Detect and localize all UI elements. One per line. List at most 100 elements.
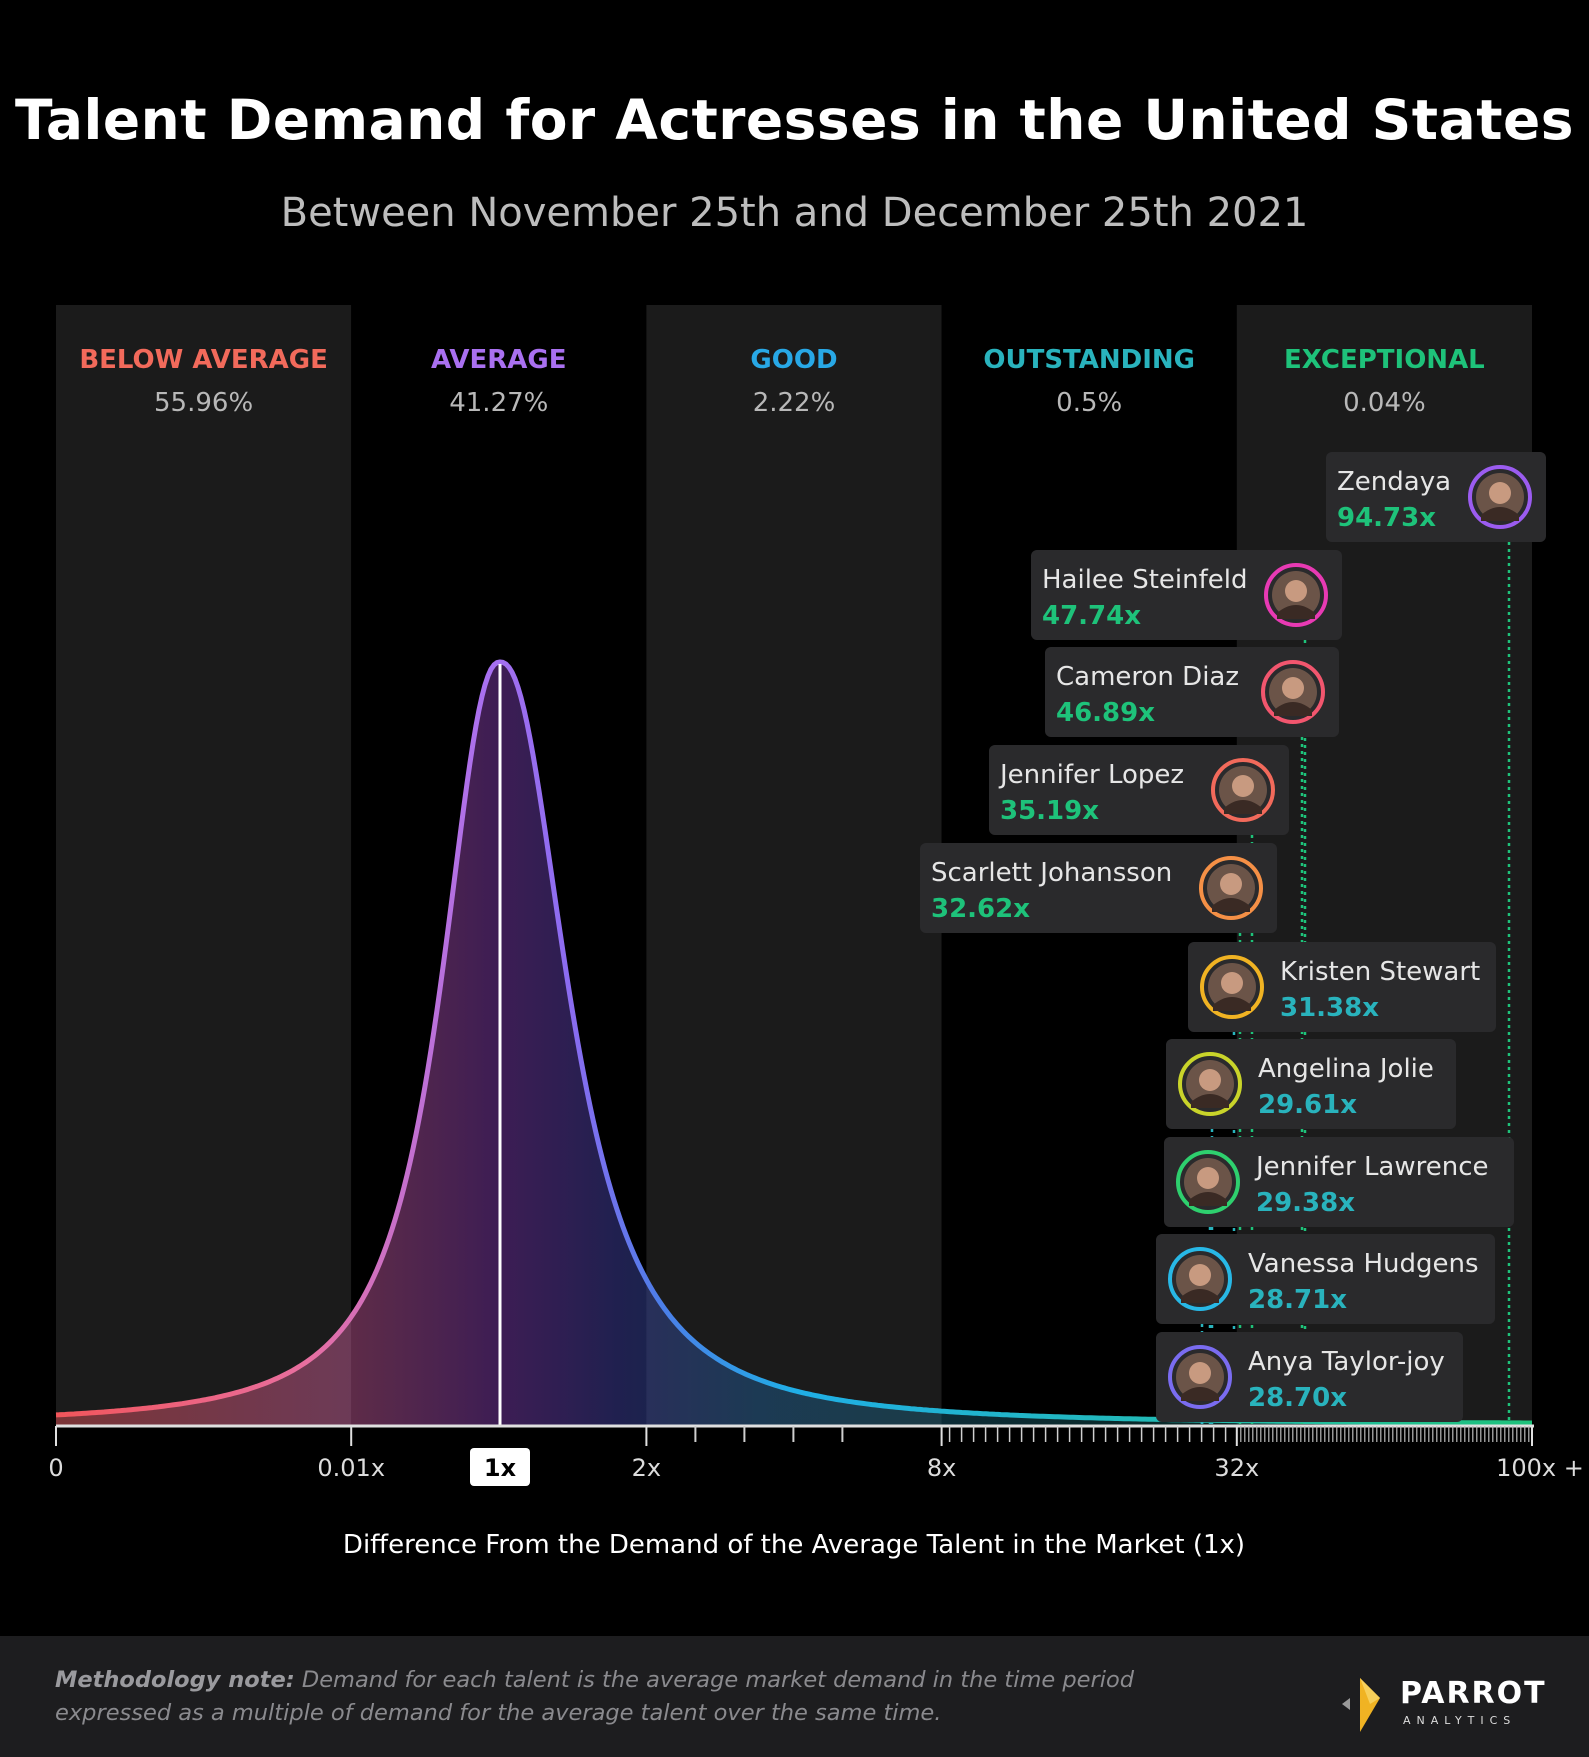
talent-name: Scarlett Johansson — [931, 858, 1172, 888]
talent-name: Vanessa Hudgens — [1248, 1249, 1479, 1279]
x-tick-label: 8x — [927, 1454, 956, 1482]
logo-subtext: ANALYTICS — [1403, 1714, 1517, 1727]
x-tick-label: 0 — [48, 1454, 63, 1482]
avatar-shoulders — [1181, 1387, 1219, 1401]
x-tick-label: 32x — [1214, 1454, 1259, 1482]
avatar-face — [1489, 482, 1511, 504]
chart-title: Talent Demand for Actresses in the Unite… — [14, 88, 1575, 152]
talent-card-anya-taylor-joy: Anya Taylor-joy 28.70x — [1156, 1332, 1463, 1422]
methodology-note: Methodology note: Demand for each talent… — [55, 1664, 1255, 1730]
band-share-below-average: 55.96% — [154, 388, 253, 418]
band-label-exceptional: EXCEPTIONAL — [1284, 345, 1485, 375]
talent-name: Jennifer Lopez — [998, 760, 1184, 790]
avatar-angelina-jolie — [1178, 1052, 1242, 1116]
talent-card-bg — [1188, 942, 1496, 1032]
talent-demand: 46.89x — [1056, 698, 1155, 728]
talent-name: Anya Taylor-joy — [1248, 1347, 1445, 1377]
avatar-face — [1189, 1362, 1211, 1384]
avatar-shoulders — [1191, 1094, 1229, 1108]
talent-card-cameron-diaz: Cameron Diaz 46.89x — [1045, 647, 1339, 737]
avatar-cameron-diaz — [1261, 660, 1325, 724]
talent-card-bg — [1045, 647, 1339, 737]
talent-card-scarlett-johansson: Scarlett Johansson 32.62x — [920, 843, 1277, 933]
talent-card-bg — [920, 843, 1277, 933]
avatar-face — [1189, 1264, 1211, 1286]
distribution-area — [56, 662, 1532, 1426]
x-tick-label: 0.01x — [317, 1454, 385, 1482]
talent-card-bg — [1031, 550, 1342, 640]
talent-demand: 29.38x — [1256, 1188, 1355, 1218]
avatar-scarlett-johansson — [1199, 856, 1263, 920]
avatar-zendaya — [1468, 465, 1532, 529]
avatar-shoulders — [1277, 605, 1315, 619]
avatar-face — [1220, 873, 1242, 895]
talent-demand: 35.19x — [1000, 796, 1099, 826]
band-share-exceptional: 0.04% — [1343, 388, 1426, 418]
avatar-jennifer-lopez — [1211, 758, 1275, 822]
avatar-hailee-steinfeld — [1264, 563, 1328, 627]
talent-demand: 29.61x — [1258, 1090, 1357, 1120]
talent-card-hailee-steinfeld: Hailee Steinfeld 47.74x — [1031, 550, 1342, 640]
talent-card-bg — [1166, 1039, 1456, 1129]
talent-demand: 32.62x — [931, 894, 1030, 924]
avatar-vanessa-hudgens — [1168, 1247, 1232, 1311]
talent-card-bg — [1164, 1137, 1514, 1227]
talent-name: Hailee Steinfeld — [1042, 565, 1247, 595]
talent-name: Angelina Jolie — [1258, 1054, 1434, 1084]
talent-card-angelina-jolie: Angelina Jolie 29.61x — [1166, 1039, 1456, 1129]
avatar-face — [1199, 1069, 1221, 1091]
avatar-shoulders — [1212, 898, 1250, 912]
avatar-shoulders — [1181, 1289, 1219, 1303]
chart-subtitle: Between November 25th and December 25th … — [280, 190, 1309, 236]
talent-name: Kristen Stewart — [1280, 957, 1480, 987]
avatar-shoulders — [1189, 1192, 1227, 1206]
talent-card-bg — [989, 745, 1289, 835]
band-share-average: 41.27% — [449, 388, 548, 418]
avatar-kristen-stewart — [1200, 955, 1264, 1019]
avatar-jennifer-lawrence — [1176, 1150, 1240, 1214]
talent-card-kristen-stewart: Kristen Stewart 31.38x — [1188, 942, 1496, 1032]
methodology-note-text: Demand for each talent is the average ma… — [55, 1667, 1135, 1726]
parrot-analytics-logo: PARROT ANALYTICS — [1330, 1674, 1560, 1734]
avatar-shoulders — [1224, 800, 1262, 814]
x-tick-label: 1x — [484, 1454, 517, 1482]
talent-card-jennifer-lawrence: Jennifer Lawrence 29.38x — [1164, 1137, 1514, 1227]
logo-wordmark: PARROT — [1400, 1676, 1547, 1711]
talent-name: Zendaya — [1337, 467, 1451, 497]
avatar-shoulders — [1481, 507, 1519, 521]
talent-card-jennifer-lopez: Jennifer Lopez 35.19x — [989, 745, 1289, 835]
talent-card-bg — [1156, 1332, 1463, 1422]
avatar-shoulders — [1213, 997, 1251, 1011]
band-share-outstanding: 0.5% — [1056, 388, 1122, 418]
talent-demand: 31.38x — [1280, 993, 1379, 1023]
x-tick-highlight-box — [470, 1448, 530, 1486]
talent-demand: 94.73x — [1337, 503, 1436, 533]
demand-distribution-chart: BELOW AVERAGE 55.96% AVERAGE 41.27% GOOD 2.22… — [48, 305, 1584, 1560]
talent-demand: 28.71x — [1248, 1285, 1347, 1315]
methodology-note-label: Methodology note: — [55, 1667, 295, 1693]
band-label-outstanding: OUTSTANDING — [983, 345, 1195, 375]
x-tick-label: 2x — [632, 1454, 661, 1482]
avatar-shoulders — [1274, 702, 1312, 716]
avatar-face — [1282, 677, 1304, 699]
talent-demand: 47.74x — [1042, 601, 1141, 631]
x-axis-label: Difference From the Demand of the Averag… — [343, 1530, 1245, 1560]
avatar-face — [1285, 580, 1307, 602]
avatar-face — [1197, 1167, 1219, 1189]
talent-name: Cameron Diaz — [1056, 662, 1239, 692]
footer: Methodology note: Demand for each talent… — [0, 1636, 1589, 1757]
band-label-good: GOOD — [750, 345, 837, 375]
parrot-logo-icon — [1342, 1678, 1380, 1732]
x-tick-label: 100x + — [1496, 1454, 1584, 1482]
band-good — [646, 305, 942, 1426]
band-label-average: AVERAGE — [431, 345, 566, 375]
avatar-face — [1232, 775, 1254, 797]
talent-card-zendaya: Zendaya 94.73x — [1326, 452, 1546, 542]
band-label-below-average: BELOW AVERAGE — [79, 345, 328, 375]
talent-demand: 28.70x — [1248, 1383, 1347, 1413]
talent-card-vanessa-hudgens: Vanessa Hudgens 28.71x — [1156, 1234, 1495, 1324]
avatar-anya-taylor-joy — [1168, 1345, 1232, 1409]
band-share-good: 2.22% — [753, 388, 836, 418]
talent-name: Jennifer Lawrence — [1254, 1152, 1489, 1182]
avatar-face — [1221, 972, 1243, 994]
